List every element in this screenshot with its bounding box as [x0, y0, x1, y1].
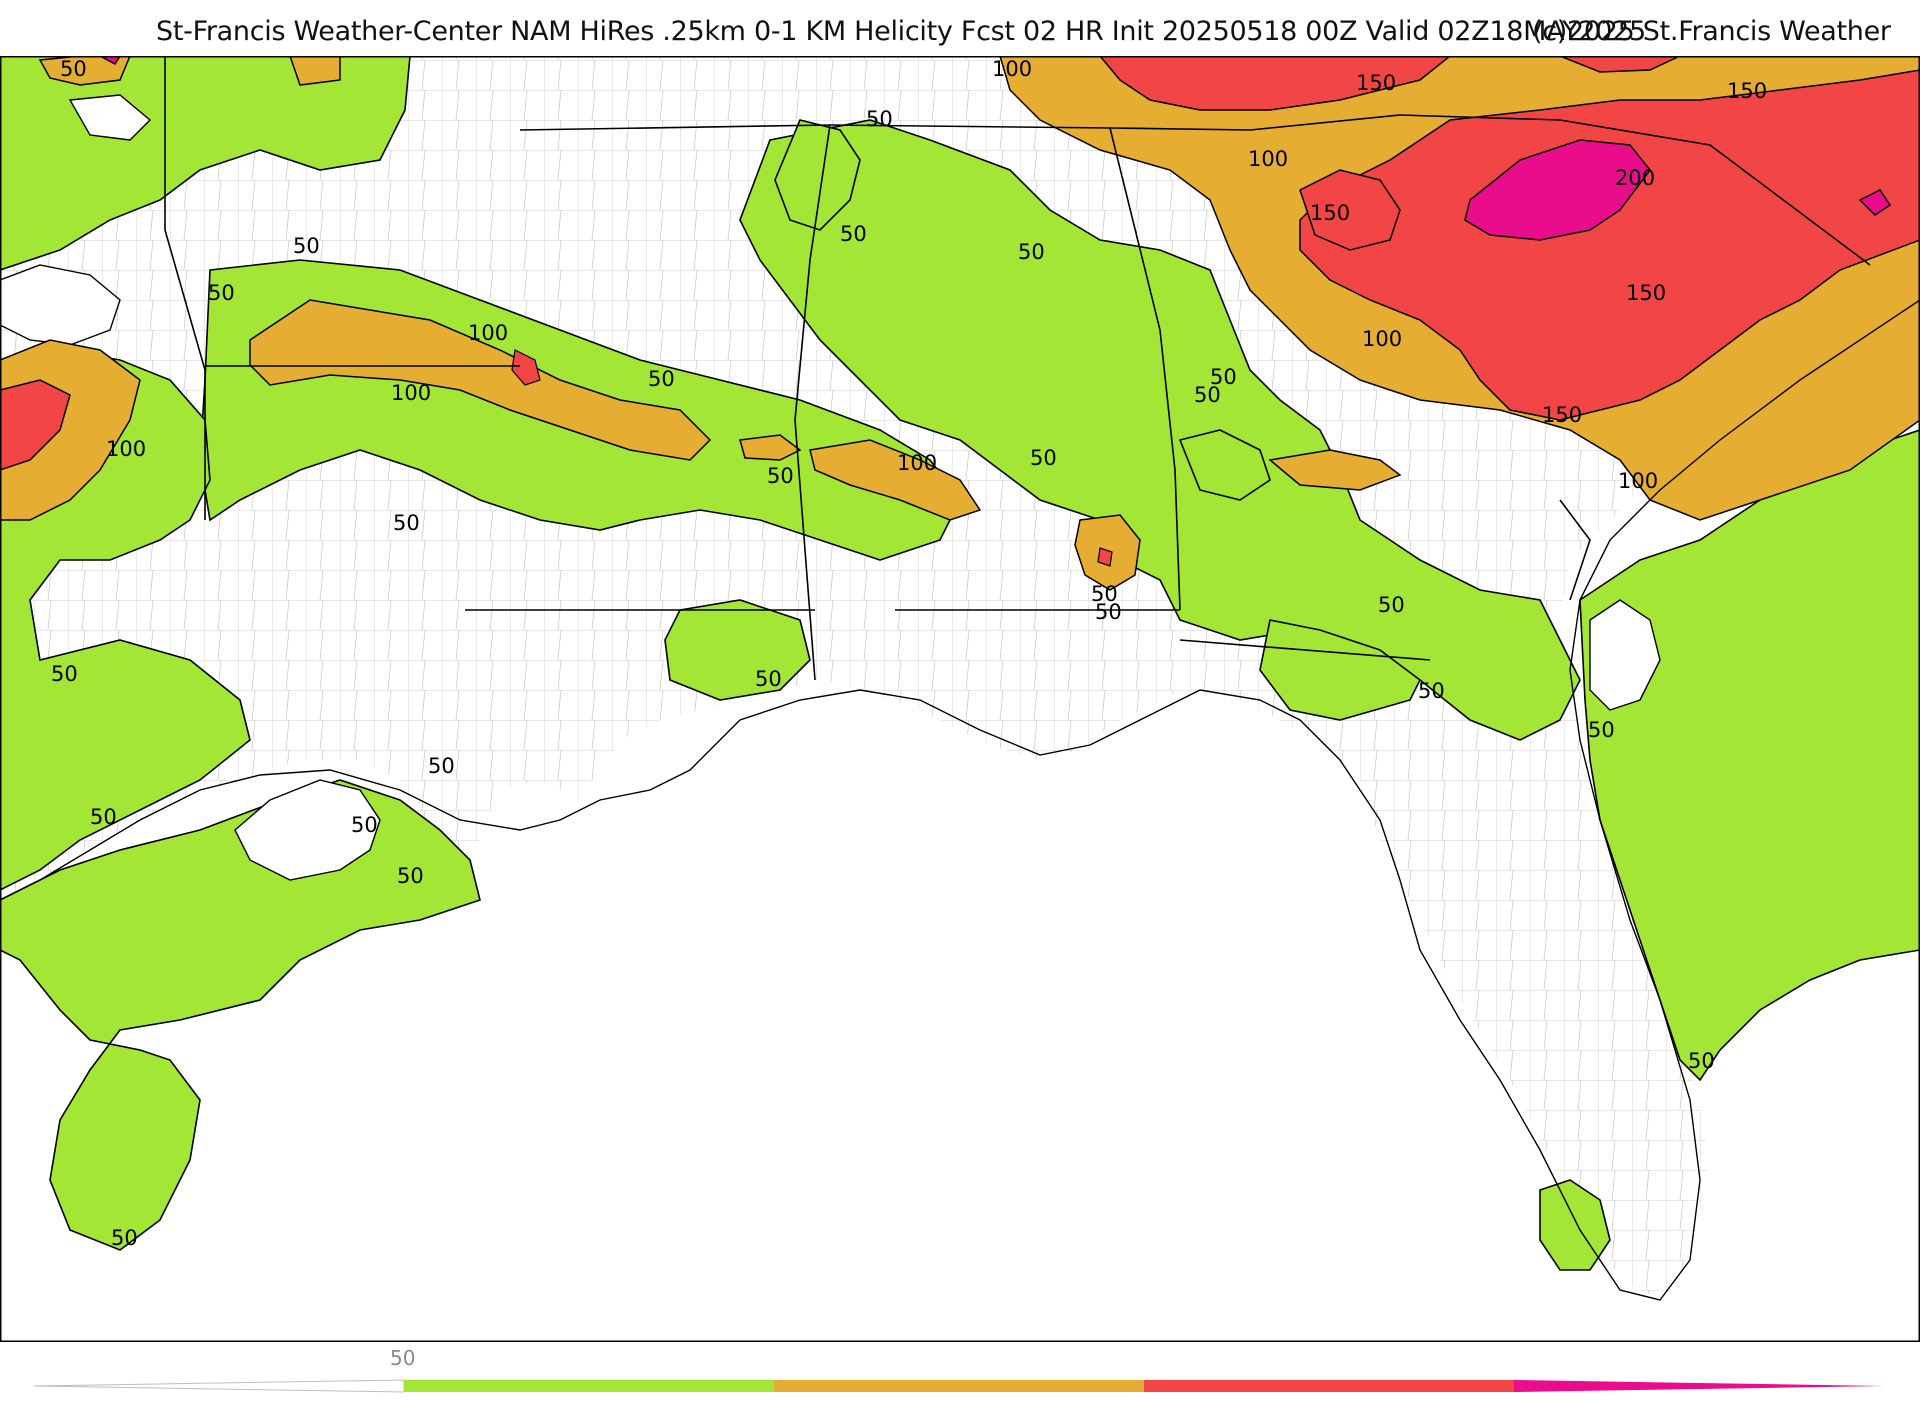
contour-label: 150: [1626, 281, 1666, 305]
contour-label: 50: [1588, 718, 1615, 742]
contour-label: 150: [1310, 201, 1350, 225]
contour-label: 50: [351, 813, 378, 837]
contour-label: 50: [1378, 593, 1405, 617]
contour-label: 50: [397, 864, 424, 888]
contour-label: 50: [648, 367, 675, 391]
contour-label: 100: [391, 381, 431, 405]
contour-label: 50: [60, 57, 87, 81]
contour-label: 100: [992, 57, 1032, 81]
contour-label: 50: [293, 234, 320, 258]
contour-label: 50: [393, 511, 420, 535]
contour-label: 50: [840, 222, 867, 246]
colorbar: 50: [0, 1342, 1920, 1400]
contour-label: 100: [1248, 147, 1288, 171]
contour-label: 50: [1018, 240, 1045, 264]
contour-label: 50: [767, 464, 794, 488]
colorbar-segment-150: [1144, 1380, 1514, 1392]
contour-label: 100: [1618, 469, 1658, 493]
contour-label: 50: [755, 667, 782, 691]
contour-label: 100: [468, 321, 508, 345]
copyright-notice: (c)2025 St.Francis Weather: [1532, 16, 1891, 47]
colorbar-white-end: [33, 1379, 405, 1393]
contour-label: 100: [1362, 327, 1402, 351]
contour-label: 50: [1030, 446, 1057, 470]
colorbar-segment-100: [774, 1380, 1144, 1392]
colorbar-label: 50: [390, 1346, 415, 1370]
title-bar: St-Francis Weather-Center NAM HiRes .25k…: [0, 0, 1920, 56]
contour-label: 50: [111, 1226, 138, 1250]
contour-label: 100: [106, 437, 146, 461]
colorbar-segment-50: [404, 1380, 774, 1392]
contour-label: 50: [1194, 383, 1221, 407]
contour-label: 50: [208, 281, 235, 305]
map-panel[interactable]: 50 50 50 50 50 50 50 50 50 50 50 50 50 5…: [0, 56, 1920, 1342]
contour-labels: 50 50 50 50 50 50 50 50 50 50 50 50 50 5…: [51, 57, 1767, 1250]
contour-label: 50: [1418, 679, 1445, 703]
contour-label: 50: [1095, 600, 1122, 624]
contour-label: 100: [897, 451, 937, 475]
helicity-200-fill: [99, 56, 1892, 241]
helicity-map[interactable]: 50 50 50 50 50 50 50 50 50 50 50 50 50 5…: [0, 56, 1920, 1342]
contour-label: 50: [1210, 365, 1237, 389]
map-title: St-Francis Weather-Center NAM HiRes .25k…: [156, 16, 1646, 47]
contour-label: 150: [1356, 71, 1396, 95]
helicity-gap-regions: [0, 94, 1661, 881]
contour-label: 50: [90, 805, 117, 829]
contour-label: 150: [1542, 403, 1582, 427]
colorbar-segment-200: [1514, 1380, 1884, 1392]
helicity-150-fill: [0, 56, 1920, 471]
map-frame: [0, 56, 1920, 1342]
contour-label: 150: [1727, 79, 1767, 103]
contour-label: 200: [1615, 166, 1655, 190]
contour-label: 50: [1091, 582, 1118, 606]
contour-label: 50: [51, 662, 78, 686]
state-boundaries: [164, 56, 1871, 681]
contour-label: 50: [1688, 1049, 1715, 1073]
coastline: [0, 299, 1920, 1301]
contour-label: 50: [866, 107, 893, 131]
contour-label: 50: [428, 754, 455, 778]
